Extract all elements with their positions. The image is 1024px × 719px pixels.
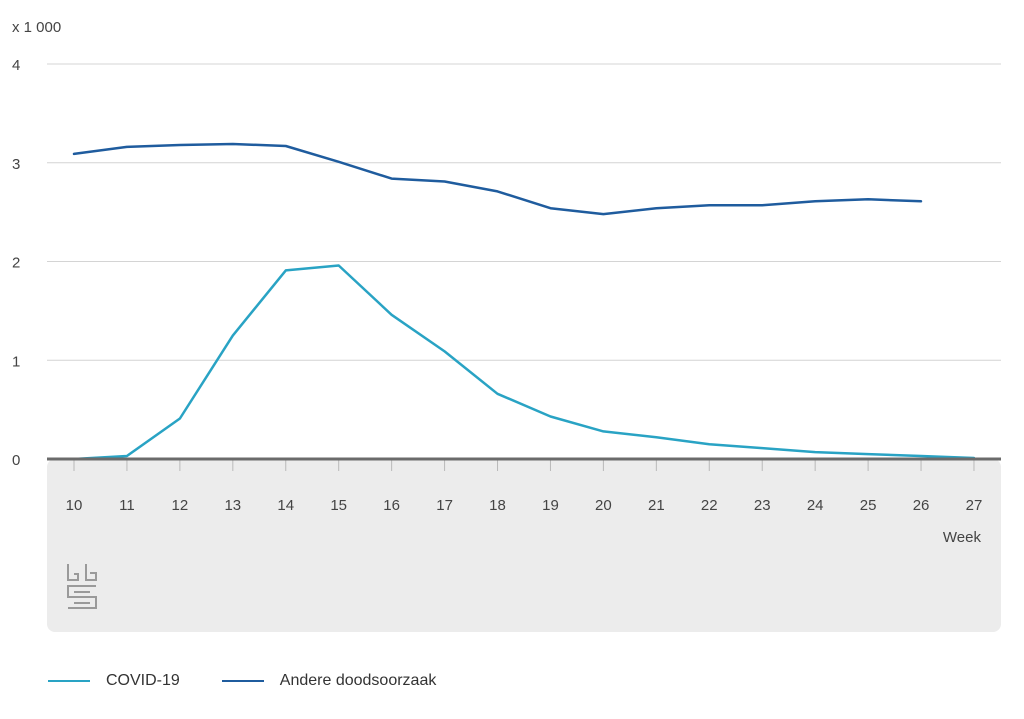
x-tick-label: 14 (277, 497, 294, 514)
series-line-andere-doodsoorzaak (72, 142, 923, 216)
x-tick-label: 17 (436, 497, 453, 514)
x-tick-label: 18 (489, 497, 506, 514)
x-tick-label: 25 (860, 497, 877, 514)
x-tick-label: 15 (330, 497, 347, 514)
y-tick-label: 3 (12, 156, 20, 173)
x-tick-label: 19 (542, 497, 559, 514)
x-axis-panel (47, 459, 1001, 632)
cbs-logo-icon (67, 564, 97, 609)
x-tick-label: 10 (66, 497, 83, 514)
x-tick-label: 21 (648, 497, 665, 514)
gridlines (47, 63, 1001, 361)
x-ticks (73, 459, 975, 471)
y-tick-label: 0 (12, 452, 20, 469)
x-tick-label: 27 (966, 497, 983, 514)
series-lines (72, 142, 976, 461)
x-axis-title: Week (943, 529, 982, 546)
series-line-covid-19 (72, 264, 976, 461)
legend-item-other[interactable]: Andere doodsoorzaak (221, 672, 437, 690)
legend-item-covid[interactable]: COVID-19 (48, 672, 180, 690)
y-unit-label: x 1 000 (12, 19, 61, 36)
x-tick-labels: 10 11 12 13 14 15 16 17 18 19 20 21 22 23 24 25 26 27 (66, 497, 983, 514)
y-tick-label: 2 (12, 255, 20, 272)
x-tick-label: 20 (595, 497, 612, 514)
x-tick-label: 26 (913, 497, 930, 514)
y-tick-label: 1 (12, 353, 20, 370)
legend: COVID-19 Andere doodsoorzaak (48, 672, 478, 690)
x-tick-label: 16 (383, 497, 400, 514)
x-tick-label: 24 (807, 497, 824, 514)
x-tick-label: 13 (224, 497, 241, 514)
x-tick-label: 22 (701, 497, 718, 514)
legend-label-other: Andere doodsoorzaak (279, 672, 437, 689)
legend-swatch-covid (48, 680, 90, 682)
x-tick-label: 11 (119, 497, 135, 514)
x-tick-label: 12 (172, 497, 189, 514)
y-tick-labels: 0 1 2 3 4 (12, 57, 20, 469)
legend-swatch-other (221, 680, 264, 682)
y-tick-label: 4 (12, 57, 20, 74)
x-tick-label: 23 (754, 497, 771, 514)
legend-label-covid: COVID-19 (106, 672, 180, 689)
